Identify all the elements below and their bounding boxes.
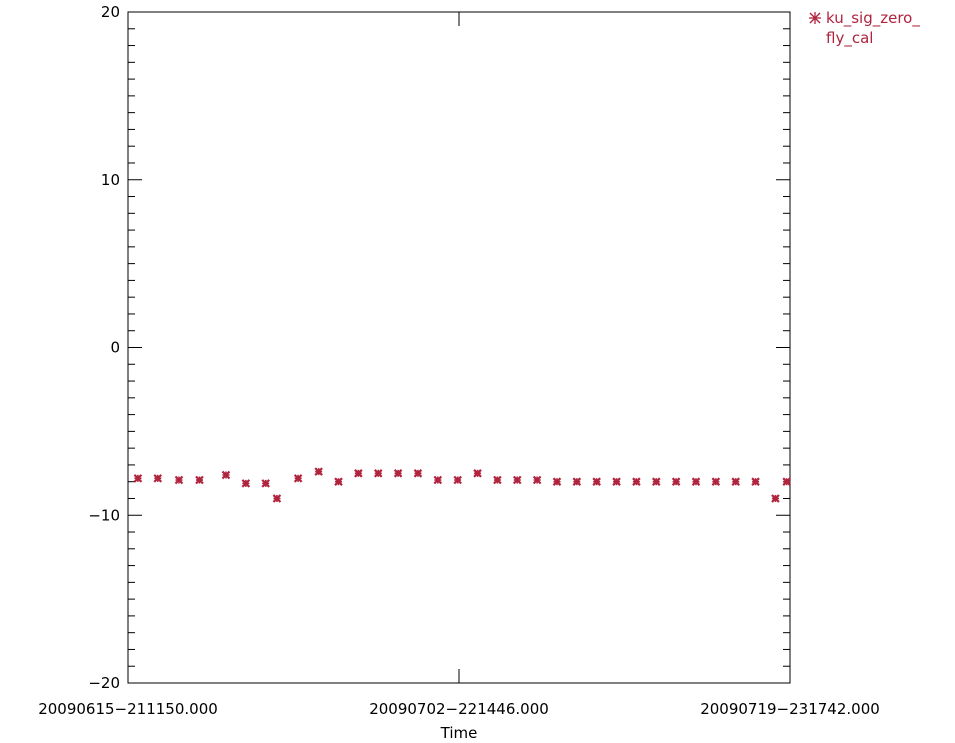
data-point: [572, 477, 582, 486]
data-point: [413, 469, 423, 478]
data-point: [632, 477, 641, 486]
plot-frame: [127, 11, 791, 684]
legend-marker-icon: [809, 12, 821, 24]
data-point: [272, 494, 282, 503]
data-point: [771, 494, 780, 503]
legend-label: fly_cal: [826, 29, 873, 48]
data-points: [133, 467, 791, 503]
data-point: [334, 477, 343, 486]
y-tick-label: −10: [88, 506, 120, 524]
data-point: [731, 477, 740, 486]
y-tick-label: 20: [101, 3, 120, 21]
data-point: [782, 477, 791, 486]
data-point: [314, 467, 323, 476]
y-tick-label: 10: [101, 171, 120, 189]
data-point: [532, 475, 542, 485]
plot-axes: [127, 11, 791, 684]
x-tick-label: 20090702−221446.000: [369, 700, 549, 718]
data-point: [433, 475, 443, 485]
data-point: [711, 477, 721, 486]
data-point: [651, 477, 661, 486]
data-point: [552, 477, 562, 486]
y-tick-label: 0: [110, 339, 120, 357]
data-point: [174, 475, 184, 485]
data-point: [453, 475, 462, 485]
data-point: [133, 474, 143, 483]
data-point: [373, 469, 383, 478]
data-point: [393, 469, 403, 478]
data-point: [293, 474, 303, 483]
data-point: [473, 469, 482, 478]
data-point: [751, 477, 760, 486]
x-tick-label: 20090719−231742.000: [700, 700, 880, 718]
data-point: [592, 477, 601, 486]
data-point: [612, 477, 621, 486]
x-axis-label: Time: [440, 724, 478, 742]
data-point: [261, 479, 270, 488]
data-point: [221, 470, 231, 480]
data-point: [512, 475, 522, 485]
data-point: [153, 474, 163, 483]
legend-label: ku_sig_zero_: [826, 9, 920, 28]
data-point: [691, 477, 701, 486]
data-point: [241, 479, 251, 488]
x-tick-label: 20090615−211150.000: [38, 700, 218, 718]
data-point: [671, 477, 681, 486]
legend: ku_sig_zero_fly_cal: [809, 9, 920, 48]
data-point: [354, 469, 363, 478]
y-tick-label: −20: [88, 674, 120, 692]
data-point: [493, 475, 502, 485]
data-point: [195, 475, 204, 485]
axis-ticks: 20 10 0 −10 −20 20090615−211150.000 20090702−2…: [38, 3, 880, 718]
